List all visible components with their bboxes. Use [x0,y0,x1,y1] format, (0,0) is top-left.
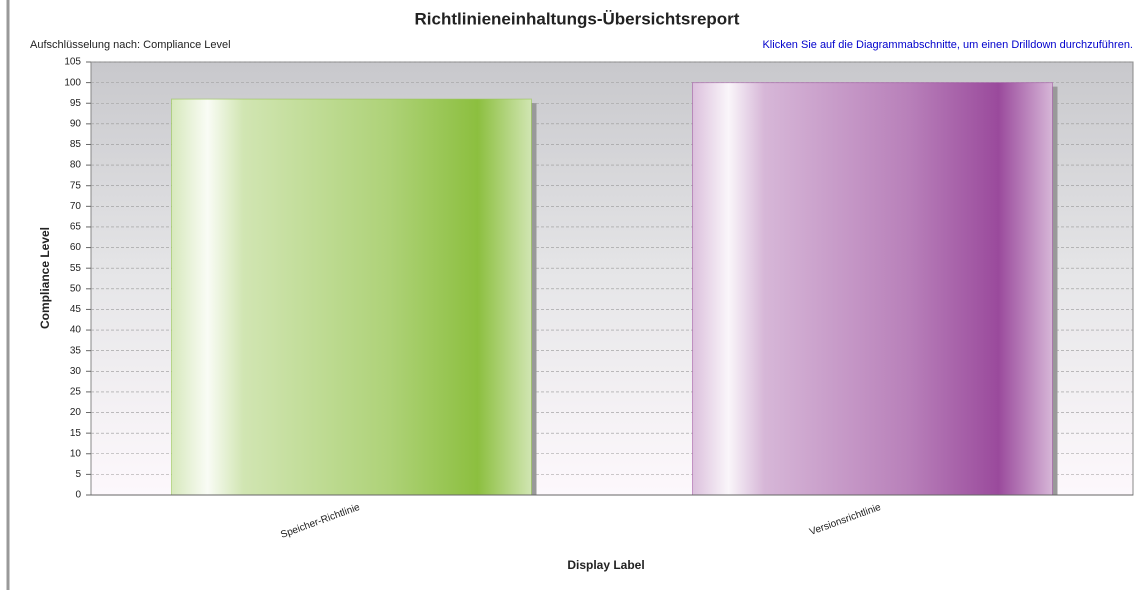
y-tick-label: 20 [70,407,82,418]
y-tick-label: 65 [70,222,82,233]
y-tick-label: 75 [70,180,82,191]
x-axis-label: Display Label [567,558,644,572]
y-tick-label: 40 [70,325,82,336]
y-tick-label: 105 [64,57,81,68]
y-tick-label: 0 [75,490,81,501]
y-tick-label: 95 [70,98,82,109]
y-tick-label: 85 [70,139,82,150]
y-tick-label: 30 [70,366,82,377]
y-tick-label: 70 [70,201,82,212]
y-tick-label: 60 [70,242,82,253]
y-tick-label: 50 [70,283,82,294]
y-axis-label: Compliance Level [38,227,52,329]
y-tick-label: 100 [64,77,81,88]
x-tick-label: Speicher-Richtlinie [279,502,362,541]
y-tick-label: 80 [70,160,82,171]
subtitle: Aufschlüsselung nach: Compliance Level [30,39,231,51]
bar [171,98,532,496]
x-tick-label: Versionsrichtlinie [808,502,883,538]
y-tick-label: 10 [70,448,82,459]
y-tick-label: 90 [70,118,82,129]
chart-title: Richtlinieneinhaltungs-Übersichtsreport [415,9,740,28]
y-tick-label: 45 [70,304,82,315]
y-tick-label: 15 [70,428,82,439]
annotation[interactable]: Klicken Sie auf die Diagrammabschnitte, … [762,39,1133,51]
bar [692,82,1053,496]
y-tick-label: 25 [70,387,82,398]
y-tick-label: 55 [70,263,82,274]
y-tick-label: 5 [75,469,81,480]
y-tick-label: 35 [70,345,82,356]
